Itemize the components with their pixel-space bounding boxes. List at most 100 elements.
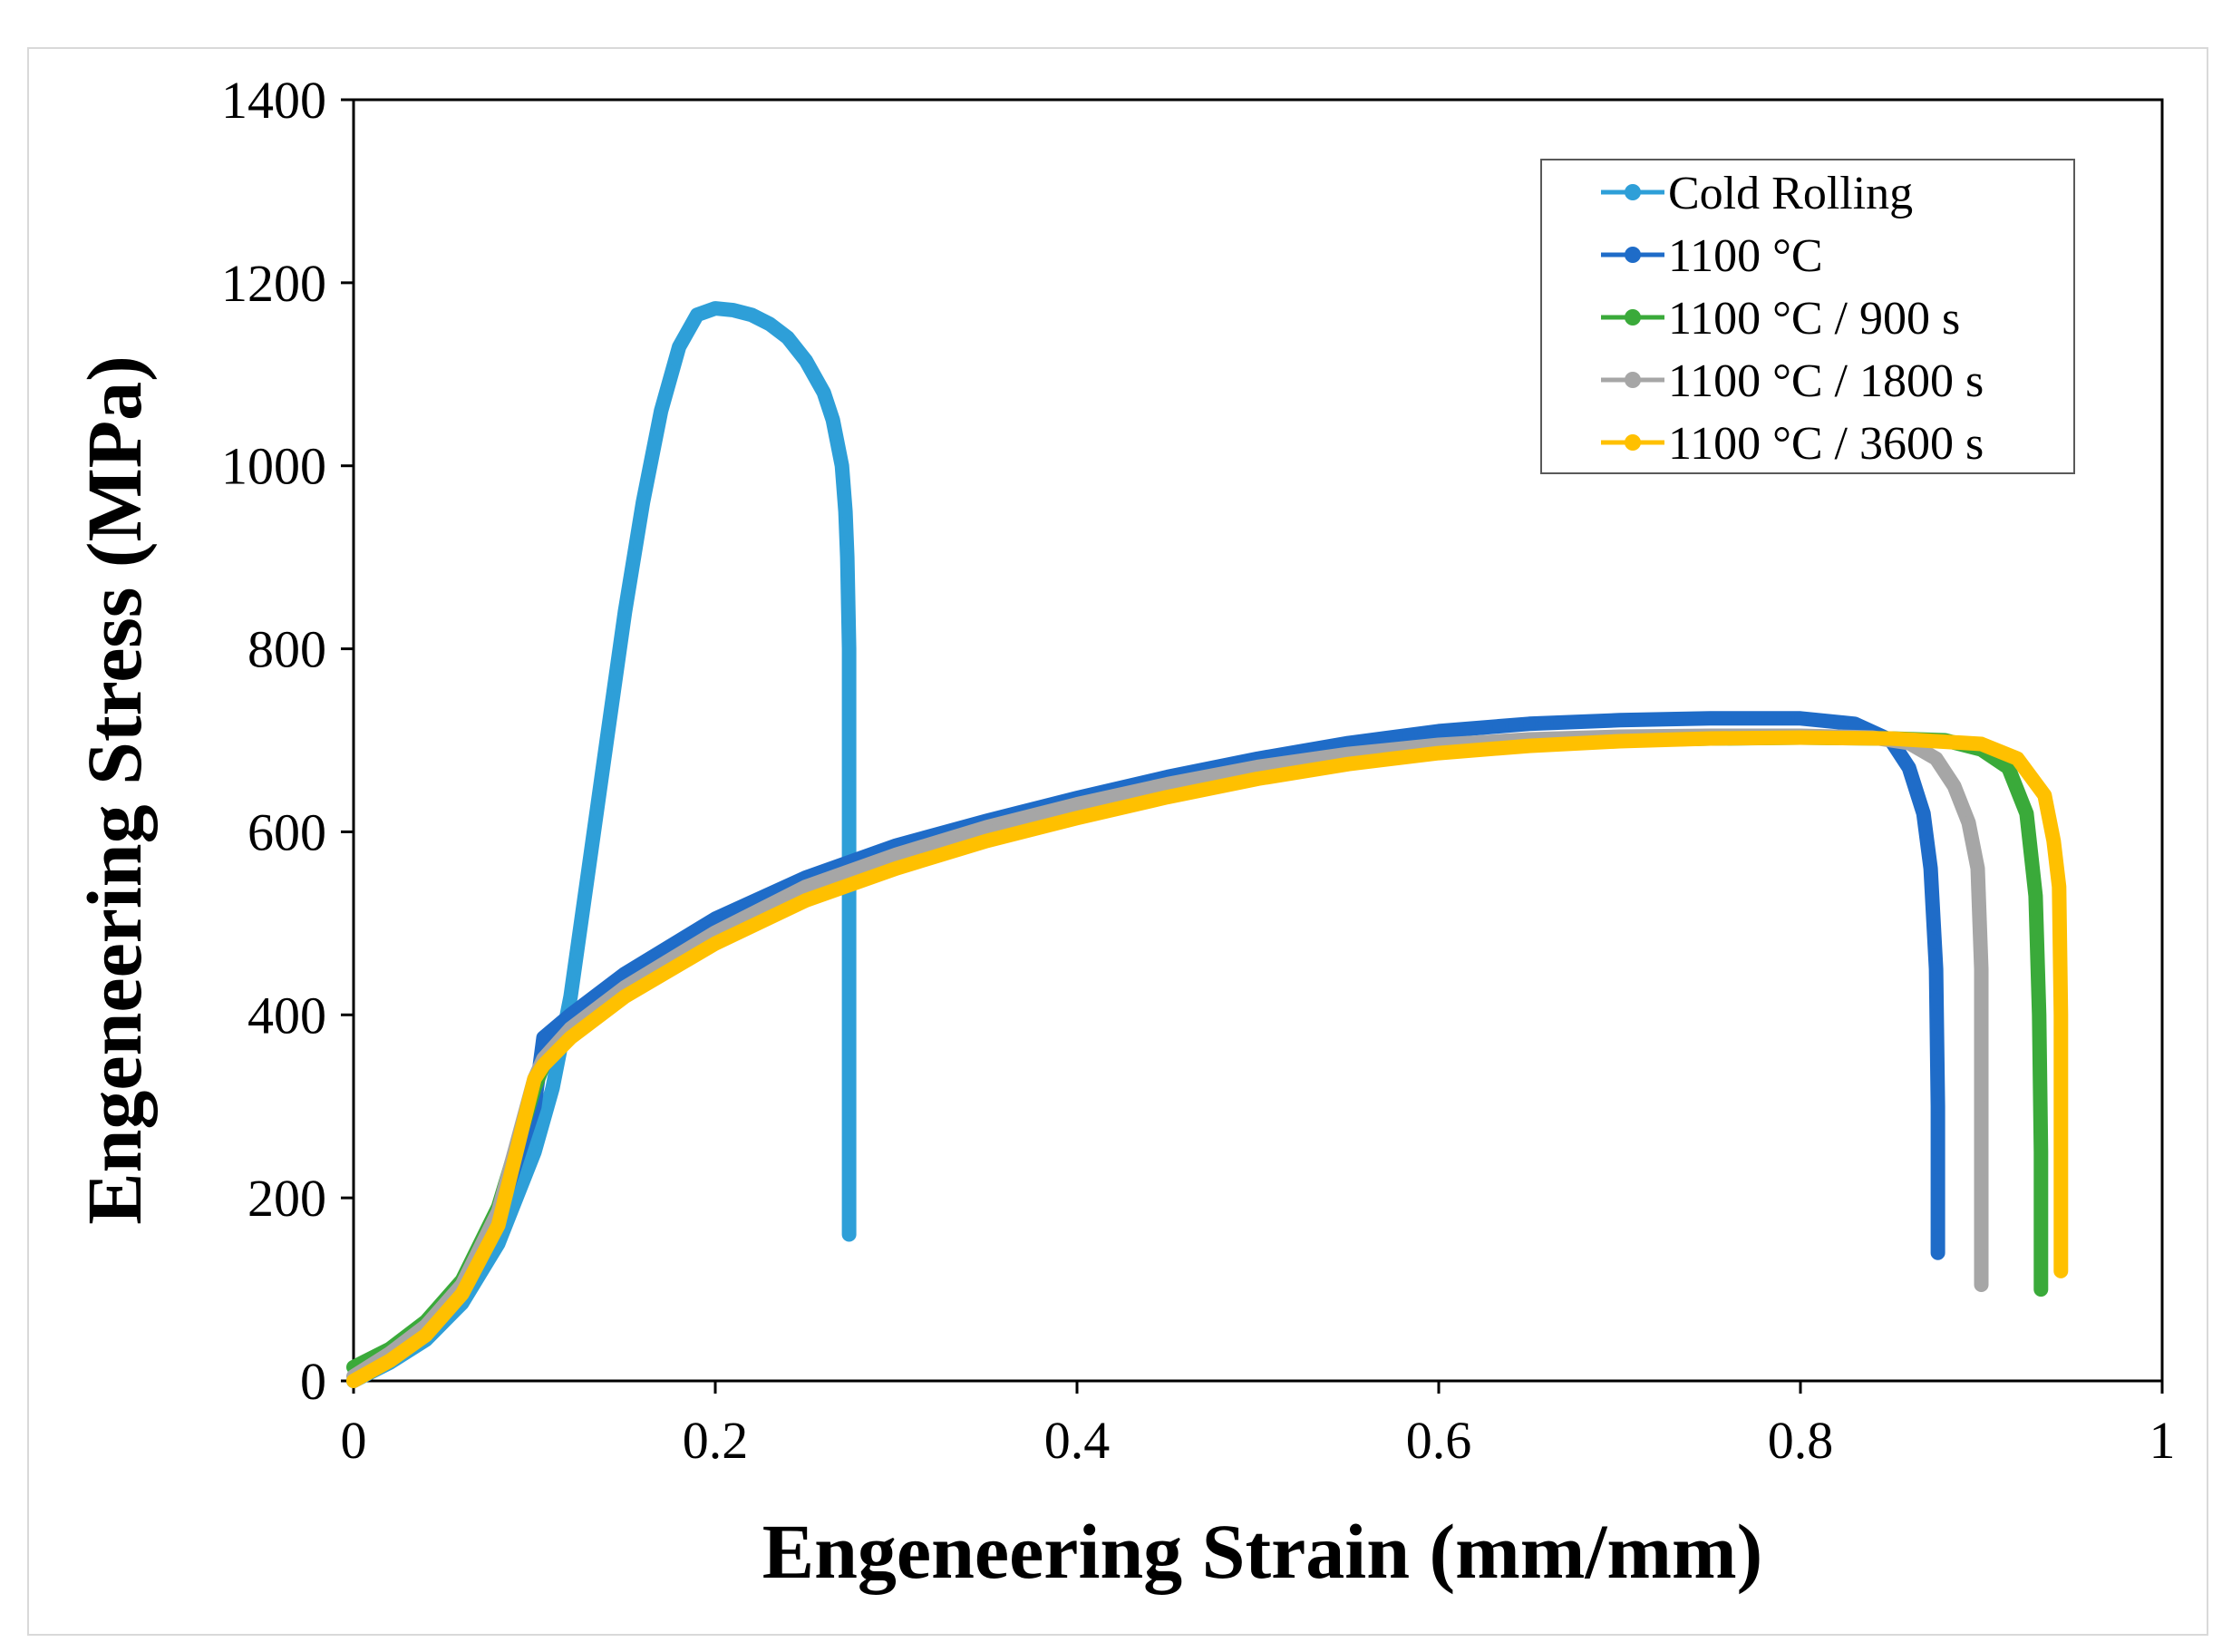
data-point xyxy=(2033,1008,2046,1022)
legend-label: 1100 °C / 1800 s xyxy=(1668,355,1984,407)
data-point xyxy=(916,854,928,868)
data-point xyxy=(642,465,655,479)
data-point xyxy=(1356,734,1370,748)
data-point xyxy=(596,762,609,775)
data-point xyxy=(842,703,856,716)
data-point xyxy=(1071,811,1083,825)
data-point xyxy=(821,400,835,413)
data-point xyxy=(1794,731,1807,744)
data-point xyxy=(1071,798,1083,811)
data-point xyxy=(773,893,787,907)
data-point xyxy=(576,904,589,918)
data-point xyxy=(1160,777,1174,791)
data-point xyxy=(1931,1084,1945,1098)
data-point xyxy=(1191,784,1204,798)
data-point xyxy=(606,691,619,705)
data-point xyxy=(590,805,604,818)
data-point xyxy=(842,1176,856,1190)
data-point xyxy=(2054,1069,2068,1083)
data-point xyxy=(1538,716,1551,730)
data-point xyxy=(1101,791,1114,804)
data-point xyxy=(1733,732,1747,745)
data-point xyxy=(683,952,696,966)
data-point xyxy=(889,861,903,875)
data-point xyxy=(1251,760,1265,773)
data-point xyxy=(2020,807,2033,821)
data-point xyxy=(2032,993,2045,1006)
legend-item: 1100 °C / 1800 s xyxy=(1601,355,1984,407)
data-point xyxy=(2054,1084,2068,1098)
series-line xyxy=(346,730,2069,1388)
data-point xyxy=(2027,875,2041,889)
data-point xyxy=(564,1031,577,1045)
data-point xyxy=(1912,792,1926,805)
data-point xyxy=(1477,721,1490,734)
data-point xyxy=(2033,1069,2047,1083)
data-point xyxy=(842,1145,856,1159)
data-point xyxy=(2052,923,2066,937)
data-point xyxy=(2052,880,2066,893)
data-point xyxy=(1387,752,1401,765)
data-point xyxy=(2054,1024,2068,1037)
data-point xyxy=(586,833,599,847)
data-point xyxy=(625,564,638,578)
x-tick-label: 0.8 xyxy=(1768,1411,1834,1470)
data-point xyxy=(1930,1038,1944,1052)
data-point xyxy=(2032,978,2045,992)
data-point xyxy=(1567,737,1581,750)
data-point xyxy=(1477,743,1490,756)
data-point xyxy=(657,967,670,980)
data-point xyxy=(842,764,856,778)
data-point xyxy=(499,1190,512,1203)
data-point xyxy=(995,817,1008,831)
data-point xyxy=(2011,752,2024,765)
data-point xyxy=(1055,815,1069,829)
y-tick-label: 0 xyxy=(300,1352,326,1411)
data-point xyxy=(1342,757,1355,771)
data-point xyxy=(2034,1252,2048,1266)
data-point xyxy=(631,959,645,973)
data-point xyxy=(1508,718,1521,732)
data-point xyxy=(850,875,864,889)
data-point xyxy=(1930,993,1944,1006)
data-point xyxy=(1975,1144,1988,1158)
data-point xyxy=(1583,714,1596,728)
data-point xyxy=(1492,720,1506,733)
series-1 xyxy=(346,711,1945,1388)
data-point xyxy=(600,734,614,747)
data-point xyxy=(594,776,607,790)
data-point xyxy=(1931,1054,1944,1067)
data-point xyxy=(1929,734,1943,748)
data-point xyxy=(786,887,800,900)
series-0 xyxy=(346,301,857,1388)
data-point xyxy=(477,1246,490,1259)
data-point xyxy=(1975,1054,1988,1067)
data-point xyxy=(1206,769,1219,782)
data-point xyxy=(1975,1069,1988,1083)
data-point xyxy=(812,889,825,903)
data-point xyxy=(1146,781,1160,794)
legend-marker xyxy=(1625,247,1641,263)
data-point xyxy=(2034,1176,2048,1190)
data-point xyxy=(902,858,916,871)
data-point xyxy=(842,901,856,915)
series-4 xyxy=(346,730,2069,1388)
legend-label: 1100 °C / 3600 s xyxy=(1668,418,1984,470)
data-point xyxy=(877,852,890,866)
data-point xyxy=(2033,1115,2047,1128)
data-point xyxy=(2053,979,2067,993)
x-tick-label: 1 xyxy=(2149,1411,2176,1470)
data-point xyxy=(1160,791,1174,804)
data-point xyxy=(1312,763,1324,776)
data-point xyxy=(842,718,856,732)
data-point xyxy=(1402,728,1415,742)
data-point xyxy=(744,308,758,322)
data-point xyxy=(1733,712,1747,725)
data-point xyxy=(580,876,594,889)
data-point xyxy=(835,459,849,472)
data-point xyxy=(462,1274,476,1287)
data-point xyxy=(629,537,643,550)
figure-border xyxy=(27,47,2208,1636)
legend-marker xyxy=(1625,372,1641,388)
data-point xyxy=(1221,778,1235,792)
